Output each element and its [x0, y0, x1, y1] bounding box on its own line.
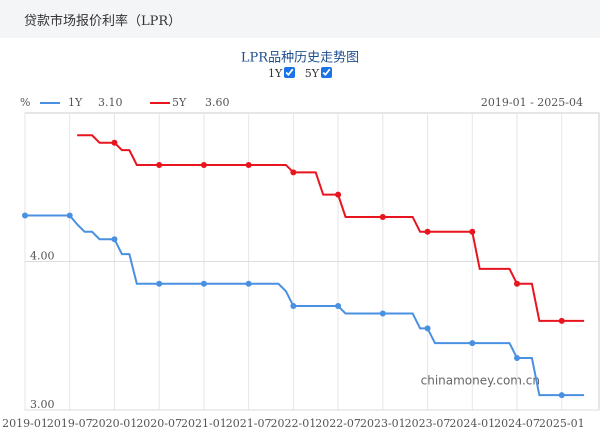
x-tick-label: 2022-07: [315, 417, 361, 430]
x-tick-label: 2021-07: [226, 417, 272, 430]
point: [245, 280, 252, 287]
point: [379, 310, 386, 317]
series-line: [77, 134, 585, 322]
toggle-1y[interactable]: 1Y: [267, 67, 296, 80]
point: [335, 303, 342, 310]
x-tick-label: 2022-01: [271, 417, 317, 430]
point: [514, 280, 520, 287]
point: [558, 317, 565, 324]
toggle-label: 1Y: [267, 67, 283, 80]
x-tick-label: 2024-07: [494, 417, 540, 430]
x-tick-label: 2019-01: [2, 417, 48, 430]
point: [111, 139, 118, 146]
y-tick-label: 4.00: [30, 250, 55, 263]
point: [156, 280, 163, 287]
x-tick-label: 2020-01: [92, 417, 138, 430]
point: [379, 213, 386, 220]
point: [22, 212, 28, 219]
range-label: 2019-01 - 2025-04: [481, 96, 583, 109]
point: [66, 212, 73, 219]
header-title: 贷款市场报价利率（LPR）: [24, 14, 182, 29]
legend-value: 3.10: [98, 96, 123, 109]
x-tick-label: 2020-07: [136, 417, 182, 430]
point: [200, 280, 207, 287]
point: [200, 161, 207, 168]
checkbox[interactable]: [321, 67, 333, 78]
header: 贷款市场报价利率（LPR）: [0, 0, 600, 38]
point: [245, 161, 252, 168]
chart-title: LPR品种历史走势图: [241, 50, 359, 66]
legend-value: 3.60: [205, 96, 230, 109]
y-tick-label: 3.00: [30, 398, 55, 411]
x-tick-label: 2019-07: [47, 417, 93, 430]
point: [290, 303, 297, 310]
toggle-5y[interactable]: 5Y: [304, 67, 333, 80]
point: [335, 191, 342, 198]
x-tick-label: 2024-01: [449, 417, 495, 430]
point: [469, 228, 476, 235]
point: [156, 161, 163, 168]
point: [558, 392, 565, 399]
point: [469, 340, 476, 347]
series-line: [25, 214, 585, 397]
point: [424, 228, 431, 235]
x-tick-label: 2025-01: [539, 417, 585, 430]
point: [111, 236, 118, 243]
checkbox[interactable]: [284, 67, 296, 78]
legend-label: 1Y: [68, 96, 83, 109]
point: [290, 169, 297, 176]
x-tick-label: 2023-01: [360, 417, 406, 430]
point: [424, 325, 431, 332]
y-unit: %: [20, 96, 30, 109]
x-tick-label: 2023-07: [405, 417, 451, 430]
x-tick-label: 2021-01: [181, 417, 227, 430]
point: [514, 355, 520, 362]
toggle-label: 5Y: [304, 67, 320, 80]
series-toggles: 1Y 5Y: [0, 67, 600, 80]
legend-label: 5Y: [172, 96, 187, 109]
watermark: chinamoney.com.cn: [421, 374, 540, 388]
